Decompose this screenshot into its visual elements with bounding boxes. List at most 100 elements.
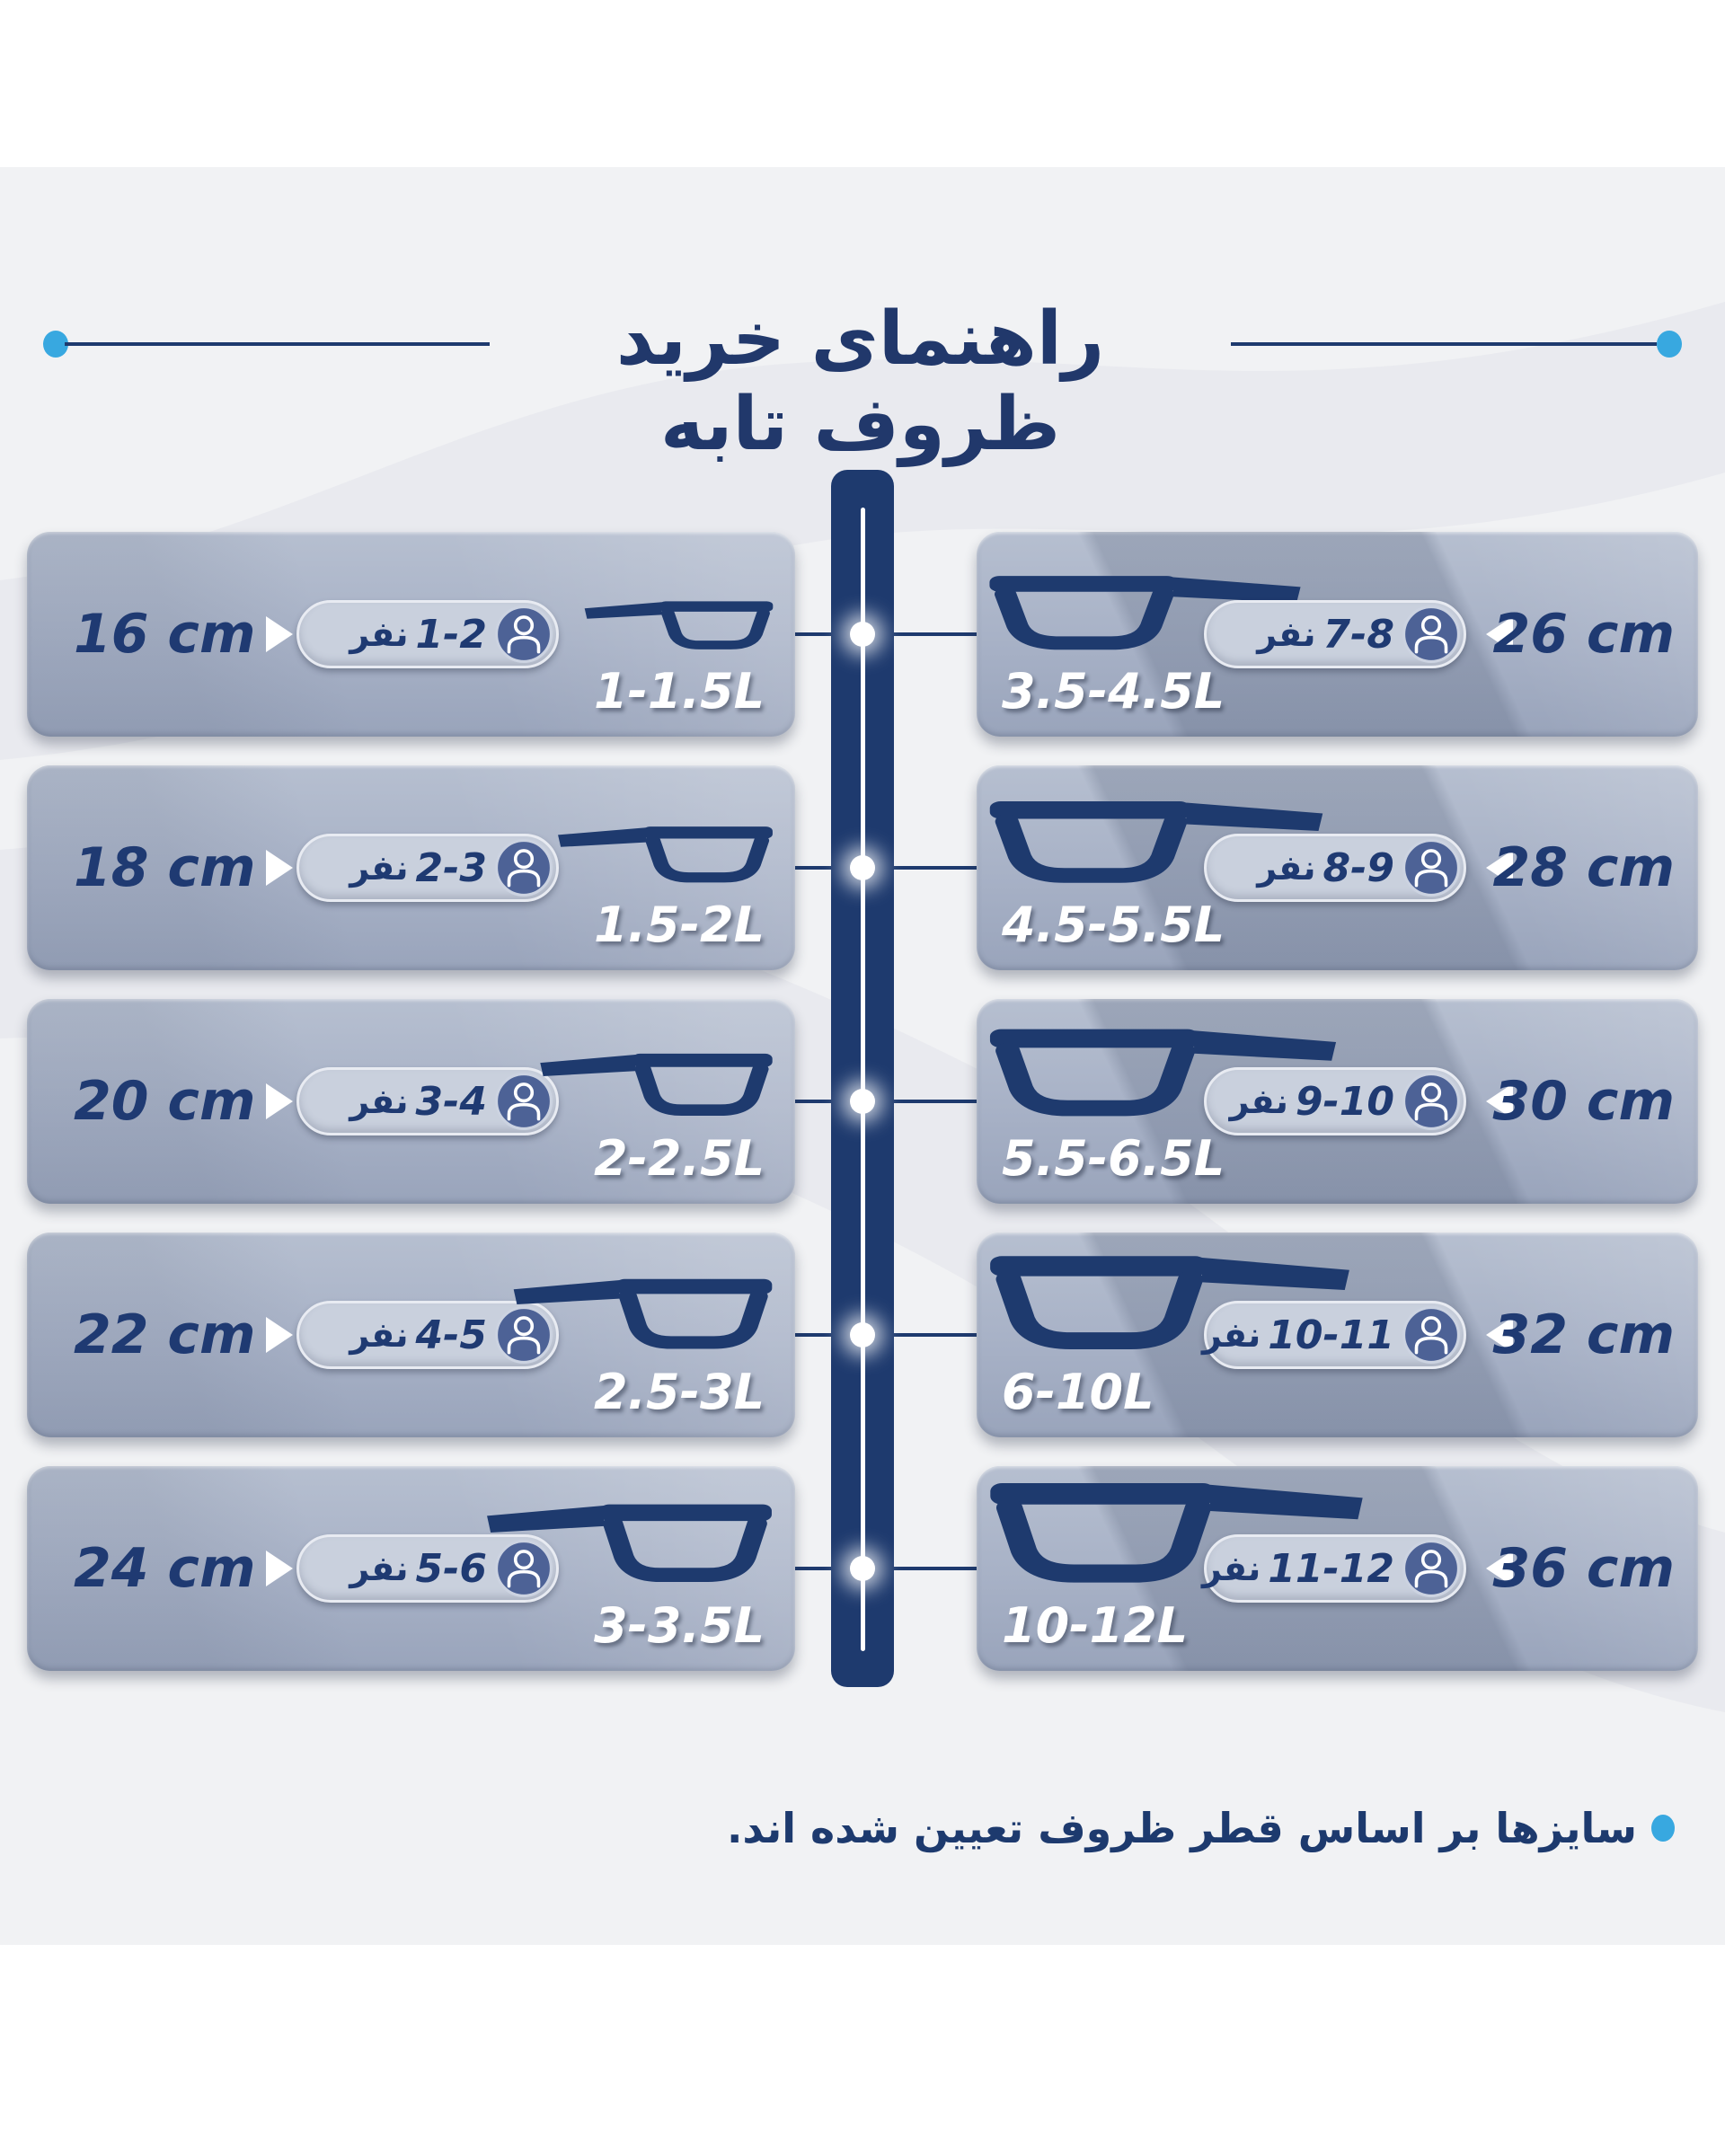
frying-pan-icon [483, 1497, 775, 1586]
people-unit: نفر [1257, 848, 1316, 888]
frying-pan-icon [986, 1021, 1340, 1121]
people-unit: نفر [1202, 1315, 1261, 1355]
people-unit: نفر [1257, 614, 1316, 654]
people-pill: 10-11 نفر [1202, 1301, 1466, 1369]
row-20cm: 20 cm 3-4 نفر 2-2.5L [27, 999, 795, 1204]
frying-pan-icon [986, 1247, 1354, 1355]
people-pill: 5-6 نفر [296, 1534, 559, 1603]
triangle-right-icon [266, 616, 293, 652]
triangle-right-icon [266, 1317, 293, 1353]
size-label: 16 cm [74, 603, 256, 666]
size-label: 24 cm [74, 1537, 256, 1600]
person-icon [494, 838, 553, 897]
people-count: 11-12 [1268, 1545, 1394, 1592]
frying-pan-icon [986, 793, 1327, 888]
row-24cm: 24 cm 5-6 نفر 3-3.5L [27, 1466, 795, 1671]
people-count: 5-6 [415, 1545, 488, 1592]
spine-node [850, 622, 875, 647]
row-30cm: 5.5-6.5L 9-10 نفر 30 cm [977, 999, 1698, 1204]
people-pill: 1-2 نفر [296, 600, 559, 668]
row-26cm: 3.5-4.5L 7-8 نفر 26 cm [977, 532, 1698, 737]
person-icon [494, 1539, 553, 1598]
people-unit: نفر [349, 848, 409, 888]
frying-pan-icon [510, 1272, 775, 1353]
triangle-right-icon [266, 1551, 293, 1586]
row-36cm: 10-12L 11-12 نفر 36 cm [977, 1466, 1698, 1671]
size-label: 26 cm [1492, 603, 1675, 666]
capacity-label: 5.5-6.5L [1002, 1130, 1225, 1187]
size-label: 20 cm [74, 1070, 256, 1133]
person-icon [1402, 838, 1461, 897]
spine-node [850, 855, 875, 880]
capacity-label: 10-12L [1002, 1597, 1189, 1654]
row-32cm: 6-10L 10-11 نفر 32 cm [977, 1233, 1698, 1437]
person-icon [494, 605, 553, 664]
person-icon [1402, 1305, 1461, 1365]
row-22cm: 22 cm 4-5 نفر 2.5-3L [27, 1233, 795, 1437]
people-unit: نفر [1202, 1549, 1261, 1588]
people-unit: نفر [349, 614, 409, 654]
people-pill: 3-4 نفر [296, 1067, 559, 1135]
size-label: 36 cm [1492, 1537, 1675, 1600]
frying-pan-icon [582, 596, 775, 652]
people-unit: نفر [1229, 1082, 1288, 1121]
people-count: 9-10 [1295, 1078, 1394, 1125]
capacity-label: 1.5-2L [593, 897, 765, 953]
person-icon [1402, 1539, 1461, 1598]
triangle-left-icon [1486, 1083, 1513, 1119]
person-icon [1402, 605, 1461, 664]
people-unit: نفر [349, 1549, 409, 1588]
header-left-dot-icon [43, 331, 68, 358]
footer-text: سایزها بر اساس قطر ظروف تعیین شده اند. [726, 1804, 1637, 1852]
frying-pan-icon [537, 1047, 775, 1119]
people-pill: 9-10 نفر [1204, 1067, 1466, 1135]
capacity-label: 3-3.5L [593, 1597, 765, 1654]
spine-node [850, 1089, 875, 1114]
row-16cm: 16 cm 1-2 نفر 1-1.5L [27, 532, 795, 737]
people-pill: 7-8 نفر [1204, 600, 1466, 668]
size-label: 28 cm [1492, 836, 1675, 899]
people-pill: 11-12 نفر [1202, 1534, 1466, 1603]
person-icon [494, 1072, 553, 1131]
people-count: 2-3 [415, 844, 488, 891]
people-pill: 8-9 نفر [1204, 834, 1466, 902]
capacity-label: 6-10L [1002, 1364, 1154, 1420]
people-count: 1-2 [415, 611, 488, 658]
person-icon [494, 1305, 553, 1365]
size-label: 32 cm [1492, 1303, 1675, 1366]
people-count: 4-5 [415, 1312, 488, 1358]
triangle-right-icon [266, 1083, 293, 1119]
header-right-line [1231, 342, 1657, 346]
page-title: راهنمای خرید ظروف تابه [615, 296, 1105, 467]
capacity-label: 2.5-3L [593, 1364, 765, 1420]
person-icon [1402, 1072, 1461, 1131]
footer-bullet-icon [1651, 1815, 1675, 1842]
people-pill: 2-3 نفر [296, 834, 559, 902]
people-unit: نفر [349, 1082, 409, 1121]
capacity-label: 1-1.5L [593, 663, 765, 720]
row-28cm: 4.5-5.5L 8-9 نفر 28 cm [977, 765, 1698, 970]
size-label: 18 cm [74, 836, 256, 899]
footer-note: سایزها بر اساس قطر ظروف تعیین شده اند. [727, 1804, 1675, 1852]
frying-pan-icon [555, 821, 775, 886]
size-label: 30 cm [1492, 1070, 1675, 1133]
center-spine-line [861, 508, 865, 1651]
header-right-dot-icon [1657, 331, 1682, 358]
triangle-left-icon [1486, 850, 1513, 886]
people-pill: 4-5 نفر [296, 1301, 559, 1369]
row-18cm: 18 cm 2-3 نفر 1.5-2L [27, 765, 795, 970]
triangle-left-icon [1486, 616, 1513, 652]
people-count: 3-4 [415, 1078, 488, 1125]
people-count: 10-11 [1268, 1312, 1394, 1358]
frying-pan-icon [986, 1473, 1367, 1588]
capacity-label: 3.5-4.5L [1002, 663, 1225, 720]
people-count: 8-9 [1322, 844, 1395, 891]
size-label: 22 cm [74, 1303, 256, 1366]
triangle-right-icon [266, 850, 293, 886]
triangle-left-icon [1486, 1317, 1513, 1353]
triangle-left-icon [1486, 1551, 1513, 1586]
capacity-label: 4.5-5.5L [1002, 897, 1225, 953]
header-left-line [65, 342, 490, 346]
spine-node [850, 1556, 875, 1581]
frying-pan-icon [986, 569, 1305, 654]
